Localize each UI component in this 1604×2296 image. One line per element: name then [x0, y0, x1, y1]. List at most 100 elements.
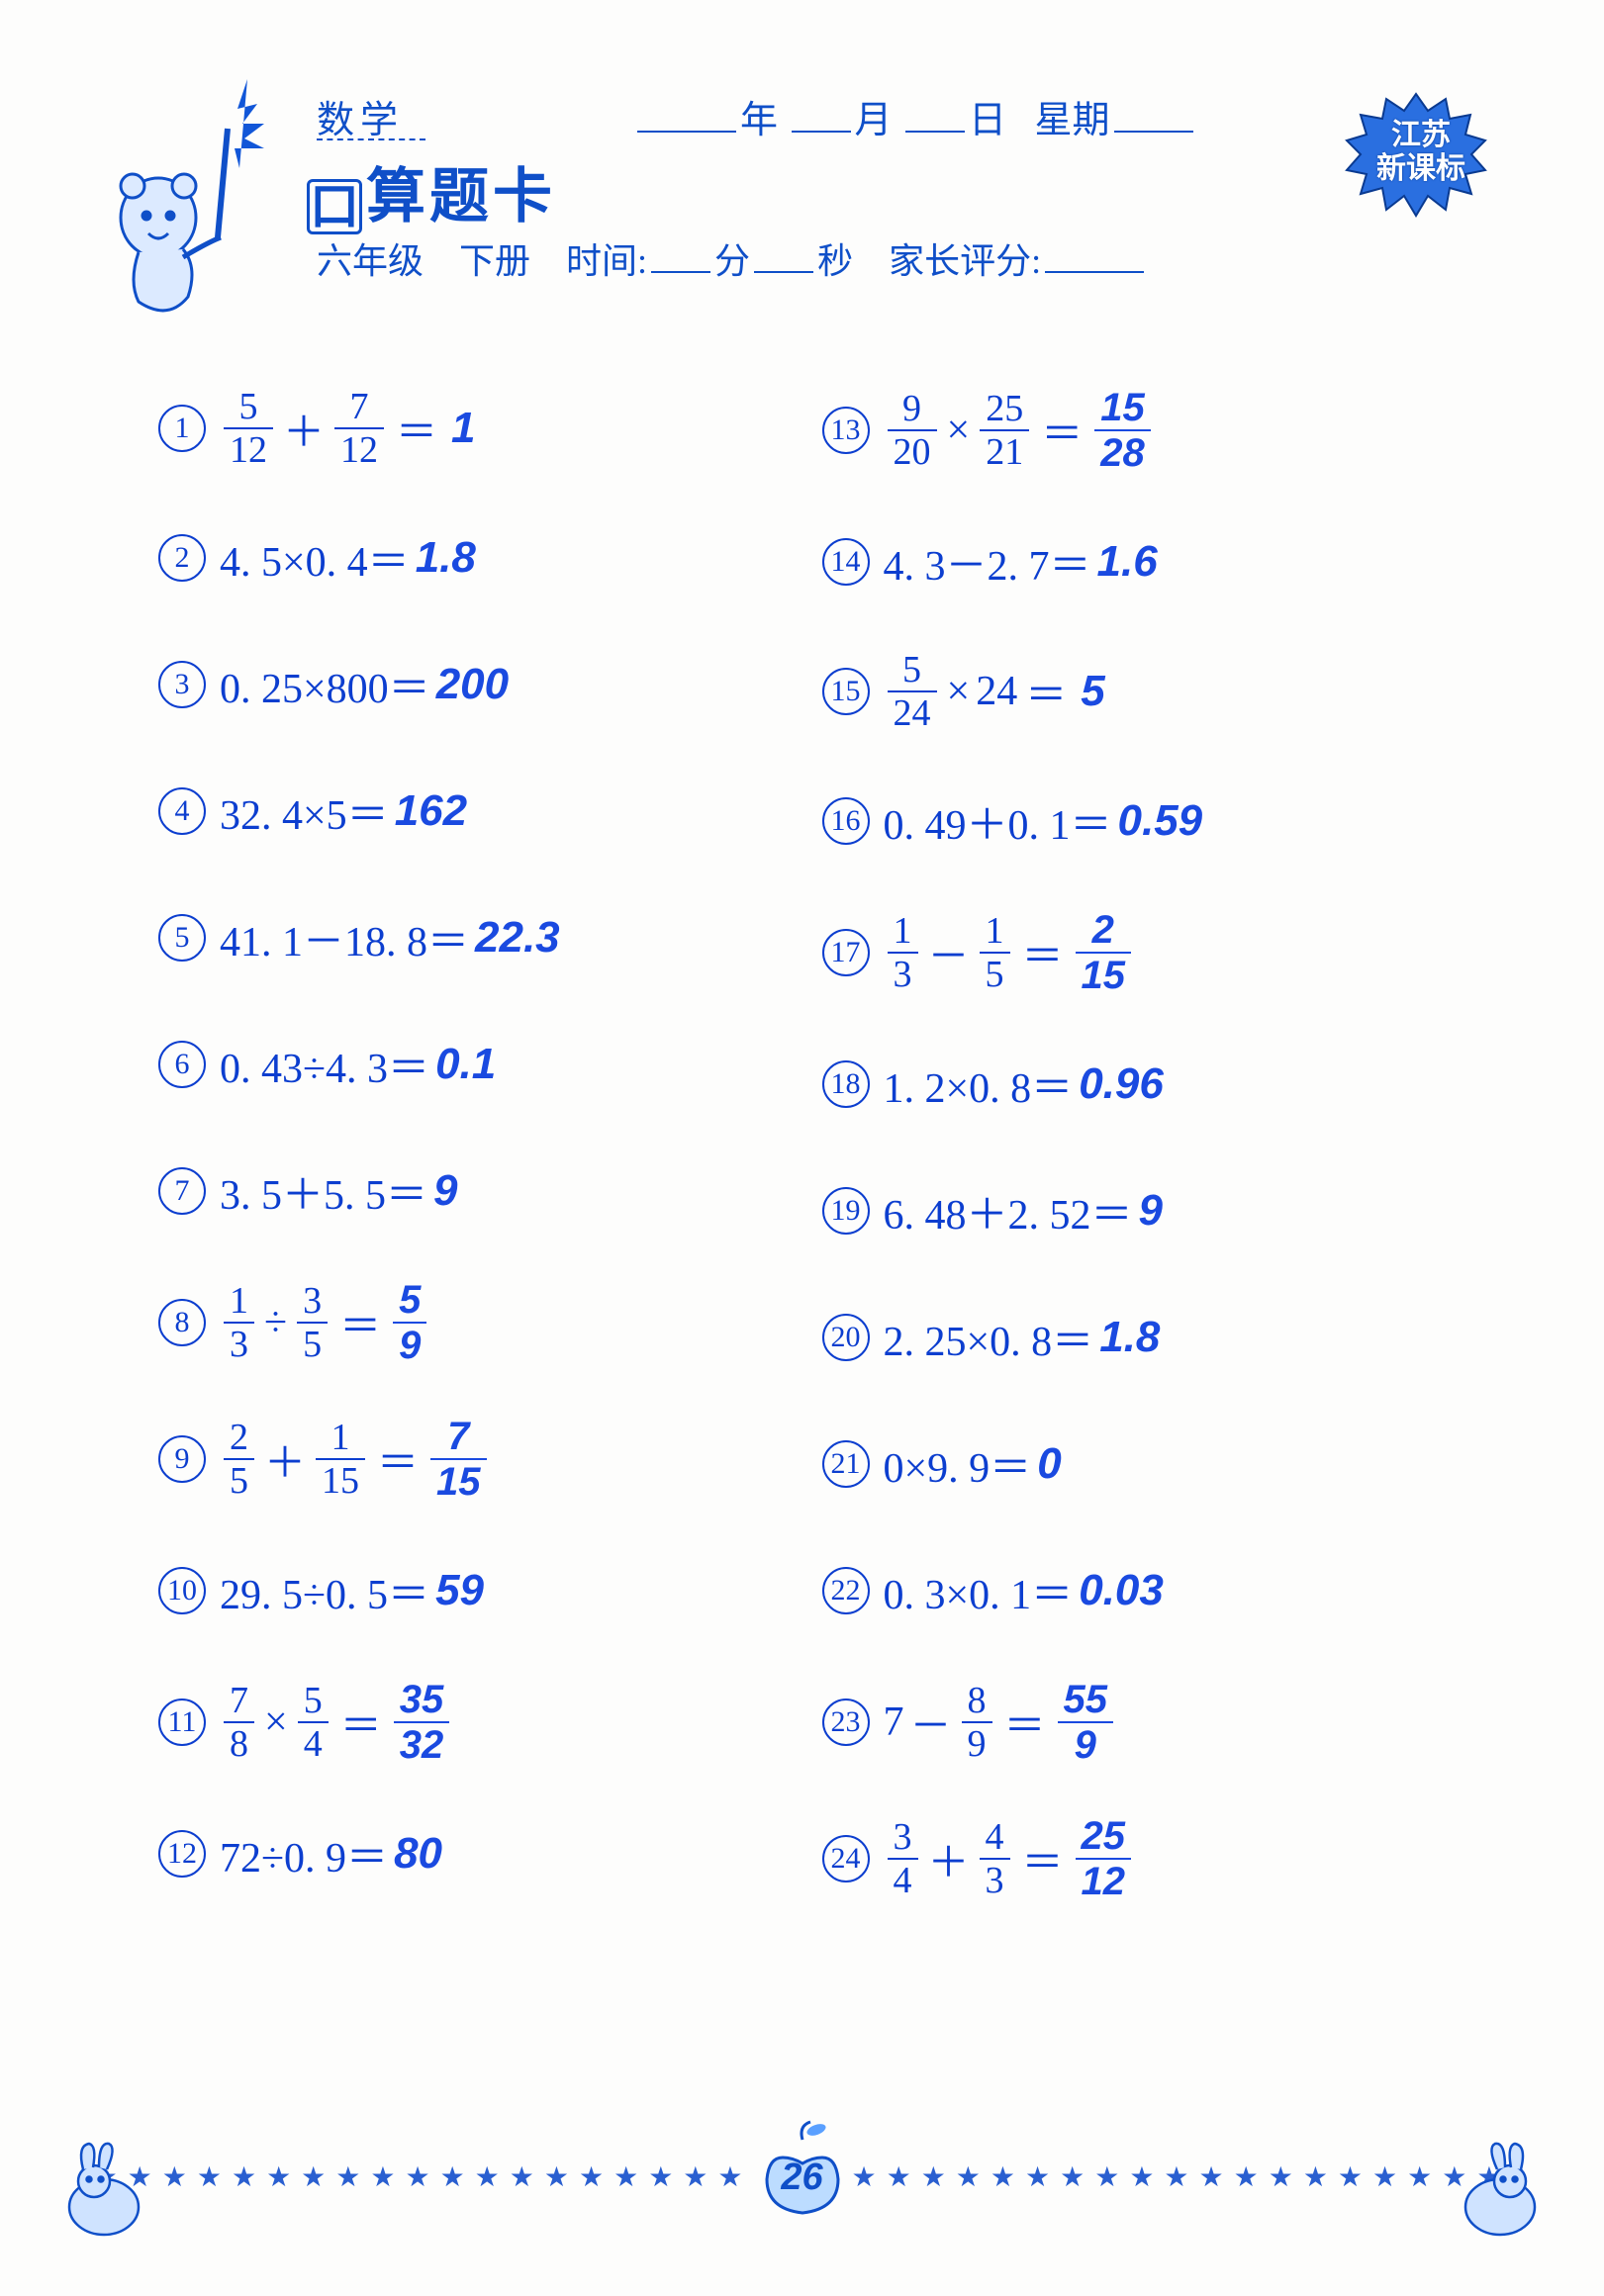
operator: －: [910, 1693, 952, 1753]
fraction-numerator: 9: [896, 388, 927, 429]
score-blank[interactable]: [1045, 243, 1144, 273]
problem-expression: 72÷0. 9＝: [220, 1824, 388, 1884]
problem-expression: 0. 43÷4. 3＝: [220, 1035, 429, 1095]
problem-answer: 0.1: [435, 1040, 496, 1089]
title-rest: 算题卡: [366, 164, 556, 230]
problem-row: 5 41. 1－18. 8＝22.3: [158, 898, 822, 977]
problem-expression: 0. 3×0. 1＝: [884, 1561, 1074, 1621]
problem-expression: 6. 48＋2. 52＝: [884, 1181, 1133, 1241]
fraction: 3 5: [297, 1280, 328, 1365]
problem-answer: 80: [394, 1829, 442, 1879]
fraction: 15 28: [1094, 386, 1151, 475]
equals: ＝: [1022, 1829, 1064, 1889]
fraction-numerator: 25: [980, 388, 1029, 429]
operator: ÷: [264, 1299, 287, 1346]
problem-answer: 1: [451, 404, 475, 453]
problems-column-left: 1 5 12 ＋ 7 12 ＝1 2 4. 5×0. 4＝1.8 3 0. 25…: [158, 386, 822, 2078]
problem-expression: 4. 3－2. 7＝: [884, 532, 1091, 593]
fraction-numerator: 25: [1076, 1814, 1132, 1858]
minute-label: 分: [714, 241, 750, 281]
problem-number: 4: [158, 787, 206, 835]
problem-body: 1 3 － 1 5 ＝ 2 15: [884, 908, 1136, 997]
problem-row: 4 32. 4×5＝162: [158, 772, 822, 851]
fraction: 2 5: [224, 1417, 254, 1502]
problem-number: 8: [158, 1299, 206, 1346]
fraction-denominator: 12: [224, 429, 273, 471]
problem-row: 1 5 12 ＋ 7 12 ＝ 1: [158, 386, 822, 471]
fraction-denominator: 9: [1069, 1723, 1102, 1767]
fraction-numerator: 1: [326, 1417, 356, 1458]
problem-expression: 3. 5＋5. 5＝: [220, 1161, 427, 1222]
problem-expression: 1. 2×0. 8＝: [884, 1055, 1074, 1115]
fraction-denominator: 12: [334, 429, 384, 471]
fraction-numerator: 2: [1086, 908, 1120, 952]
operator: ×: [264, 1699, 288, 1746]
minute-blank[interactable]: [651, 243, 710, 273]
fraction: 35 32: [394, 1678, 450, 1767]
problem-body: 4. 3－2. 7＝1.6: [884, 532, 1158, 593]
problem-number: 3: [158, 661, 206, 708]
problem-body: 2. 25×0. 8＝1.8: [884, 1308, 1161, 1368]
equals: ＝: [1025, 662, 1067, 722]
equals: ＝: [1022, 923, 1064, 983]
fraction-denominator: 4: [298, 1723, 329, 1765]
month-blank[interactable]: [792, 103, 851, 133]
problem-number: 14: [822, 538, 870, 586]
problem-body: 0×9. 9＝0: [884, 1434, 1062, 1495]
date-fields: 年 月 日 星期: [633, 89, 1197, 143]
fraction-numerator: 7: [344, 386, 375, 427]
operand-int: 24: [976, 668, 1017, 715]
problem-answer: 5: [1081, 667, 1104, 716]
fraction-denominator: 12: [1076, 1860, 1132, 1903]
problem-number: 20: [822, 1314, 870, 1361]
star-row-right: ★★★★★★★★★★★★★★★★★★★: [852, 2160, 1512, 2194]
fraction-numerator: 8: [962, 1680, 992, 1721]
problem-body: 7 8 × 5 4 ＝ 35 32: [220, 1678, 453, 1767]
equals: ＝: [340, 1693, 382, 1753]
problem-number: 15: [822, 668, 870, 715]
problem-row: 3 0. 25×800＝200: [158, 645, 822, 724]
fraction-numerator: 5: [234, 386, 264, 427]
problem-body: 7－ 8 9 ＝ 55 9: [884, 1678, 1118, 1767]
fraction: 7 12: [334, 386, 384, 471]
problems-column-right: 13 9 20 × 25 21 ＝ 15 28 14 4. 3－2. 7＝1.6…: [822, 386, 1486, 2078]
second-blank[interactable]: [754, 243, 813, 273]
fraction-numerator: 55: [1058, 1678, 1114, 1721]
problem-body: 32. 4×5＝162: [220, 781, 467, 842]
problem-number: 1: [158, 405, 206, 452]
operator: ＋: [283, 399, 325, 459]
day-label: 日: [969, 100, 1006, 141]
badge-text: 江苏 新课标: [1376, 119, 1465, 186]
problem-body: 1. 2×0. 8＝0.96: [884, 1055, 1164, 1115]
title-box-char: 口: [307, 179, 362, 234]
year-label: 年: [740, 100, 778, 141]
fraction-numerator: 1: [980, 910, 1010, 952]
problem-expression: 0. 25×800＝: [220, 655, 430, 715]
equals: ＝: [1041, 401, 1083, 461]
fraction-numerator: 3: [888, 1816, 918, 1858]
problem-number: 10: [158, 1567, 206, 1614]
problem-number: 7: [158, 1167, 206, 1215]
worksheet-title: 口算题卡: [307, 148, 556, 234]
problem-number: 17: [822, 929, 870, 976]
fraction: 25 12: [1076, 1814, 1132, 1903]
problem-answer: 9: [433, 1166, 457, 1216]
year-blank[interactable]: [637, 103, 736, 133]
problem-row: 12 72÷0. 9＝80: [158, 1814, 822, 1893]
day-blank[interactable]: [905, 103, 965, 133]
fraction: 3 4: [888, 1816, 918, 1901]
weekday-blank[interactable]: [1114, 103, 1193, 133]
problem-answer: 0.59: [1118, 796, 1203, 846]
operator: ＋: [264, 1429, 306, 1490]
star-row-left: ★★★★★★★★★★★★★★★★★★★: [93, 2160, 753, 2194]
equals: ＝: [396, 399, 437, 459]
worksheet-footer: ★★★★★★★★★★★★★★★★★★★ 26 ★★★★★★★★★★★★★★★★★…: [59, 2118, 1545, 2237]
fraction-denominator: 15: [1076, 954, 1132, 997]
problem-number: 23: [822, 1699, 870, 1746]
weekday-label: 星期: [1035, 100, 1110, 141]
fraction: 9 20: [888, 388, 937, 473]
problem-row: 8 1 3 ÷ 3 5 ＝ 5 9: [158, 1278, 822, 1367]
fraction: 8 9: [962, 1680, 992, 1765]
fraction-numerator: 1: [888, 910, 918, 952]
problem-row: 22 0. 3×0. 1＝0.03: [822, 1551, 1486, 1630]
